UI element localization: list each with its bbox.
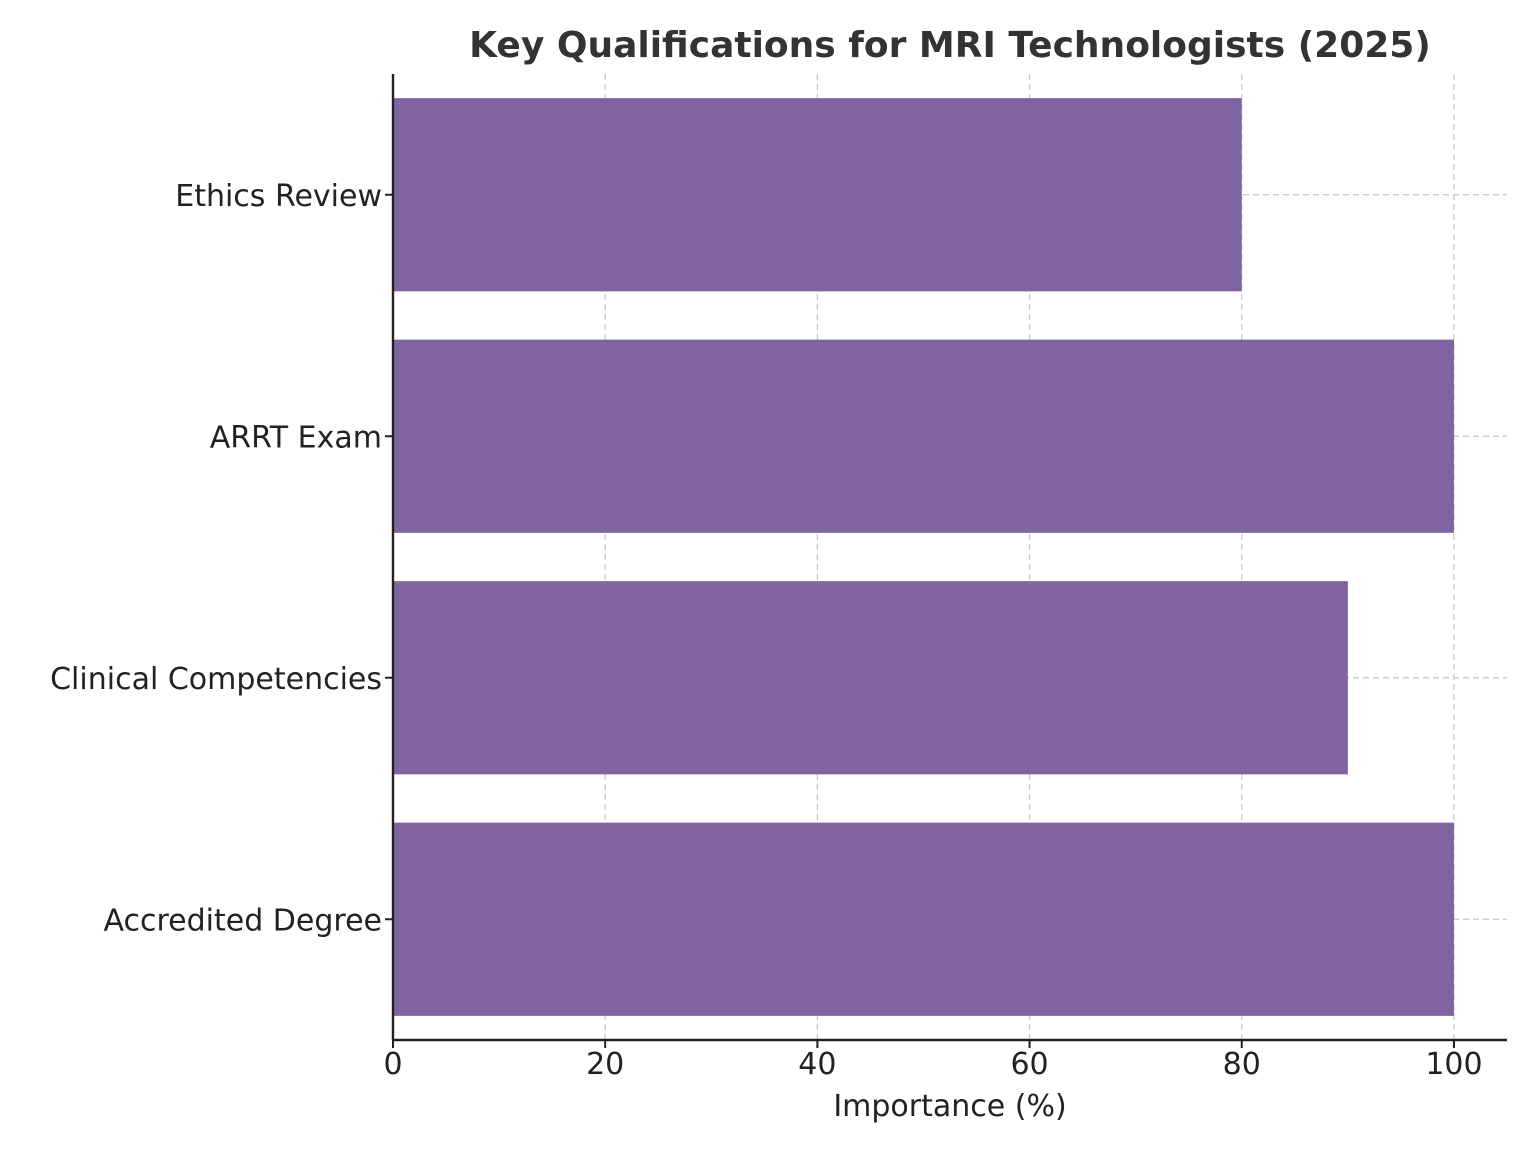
x-axis-label: Importance (%) [833,1089,1066,1124]
x-tick-label: 20 [586,1047,624,1082]
x-tick-label: 40 [798,1047,836,1082]
x-tick-label: 0 [383,1047,402,1082]
x-tick-label: 100 [1425,1047,1482,1082]
bar-clinical-competencies [393,581,1348,775]
y-tick-label: ARRT Exam [210,420,382,455]
x-tick-label: 60 [1010,1047,1048,1082]
y-tick-label: Ethics Review [175,179,382,214]
x-tick-label: 80 [1223,1047,1261,1082]
y-tick-label: Accredited Degree [104,903,382,938]
bar-accredited-degree [393,822,1454,1016]
x-ticks: 0 20 40 60 80 100 [383,1040,1483,1082]
y-ticks: Accredited Degree Clinical Competencies AR… [50,179,393,938]
bars [393,98,1454,1016]
axes [391,74,1507,1042]
bar-arrt-exam [393,339,1454,533]
bar-ethics-review [393,98,1242,292]
y-tick-label: Clinical Competencies [50,662,382,697]
chart-title: Key Qualifications for MRI Technologists… [469,25,1431,66]
